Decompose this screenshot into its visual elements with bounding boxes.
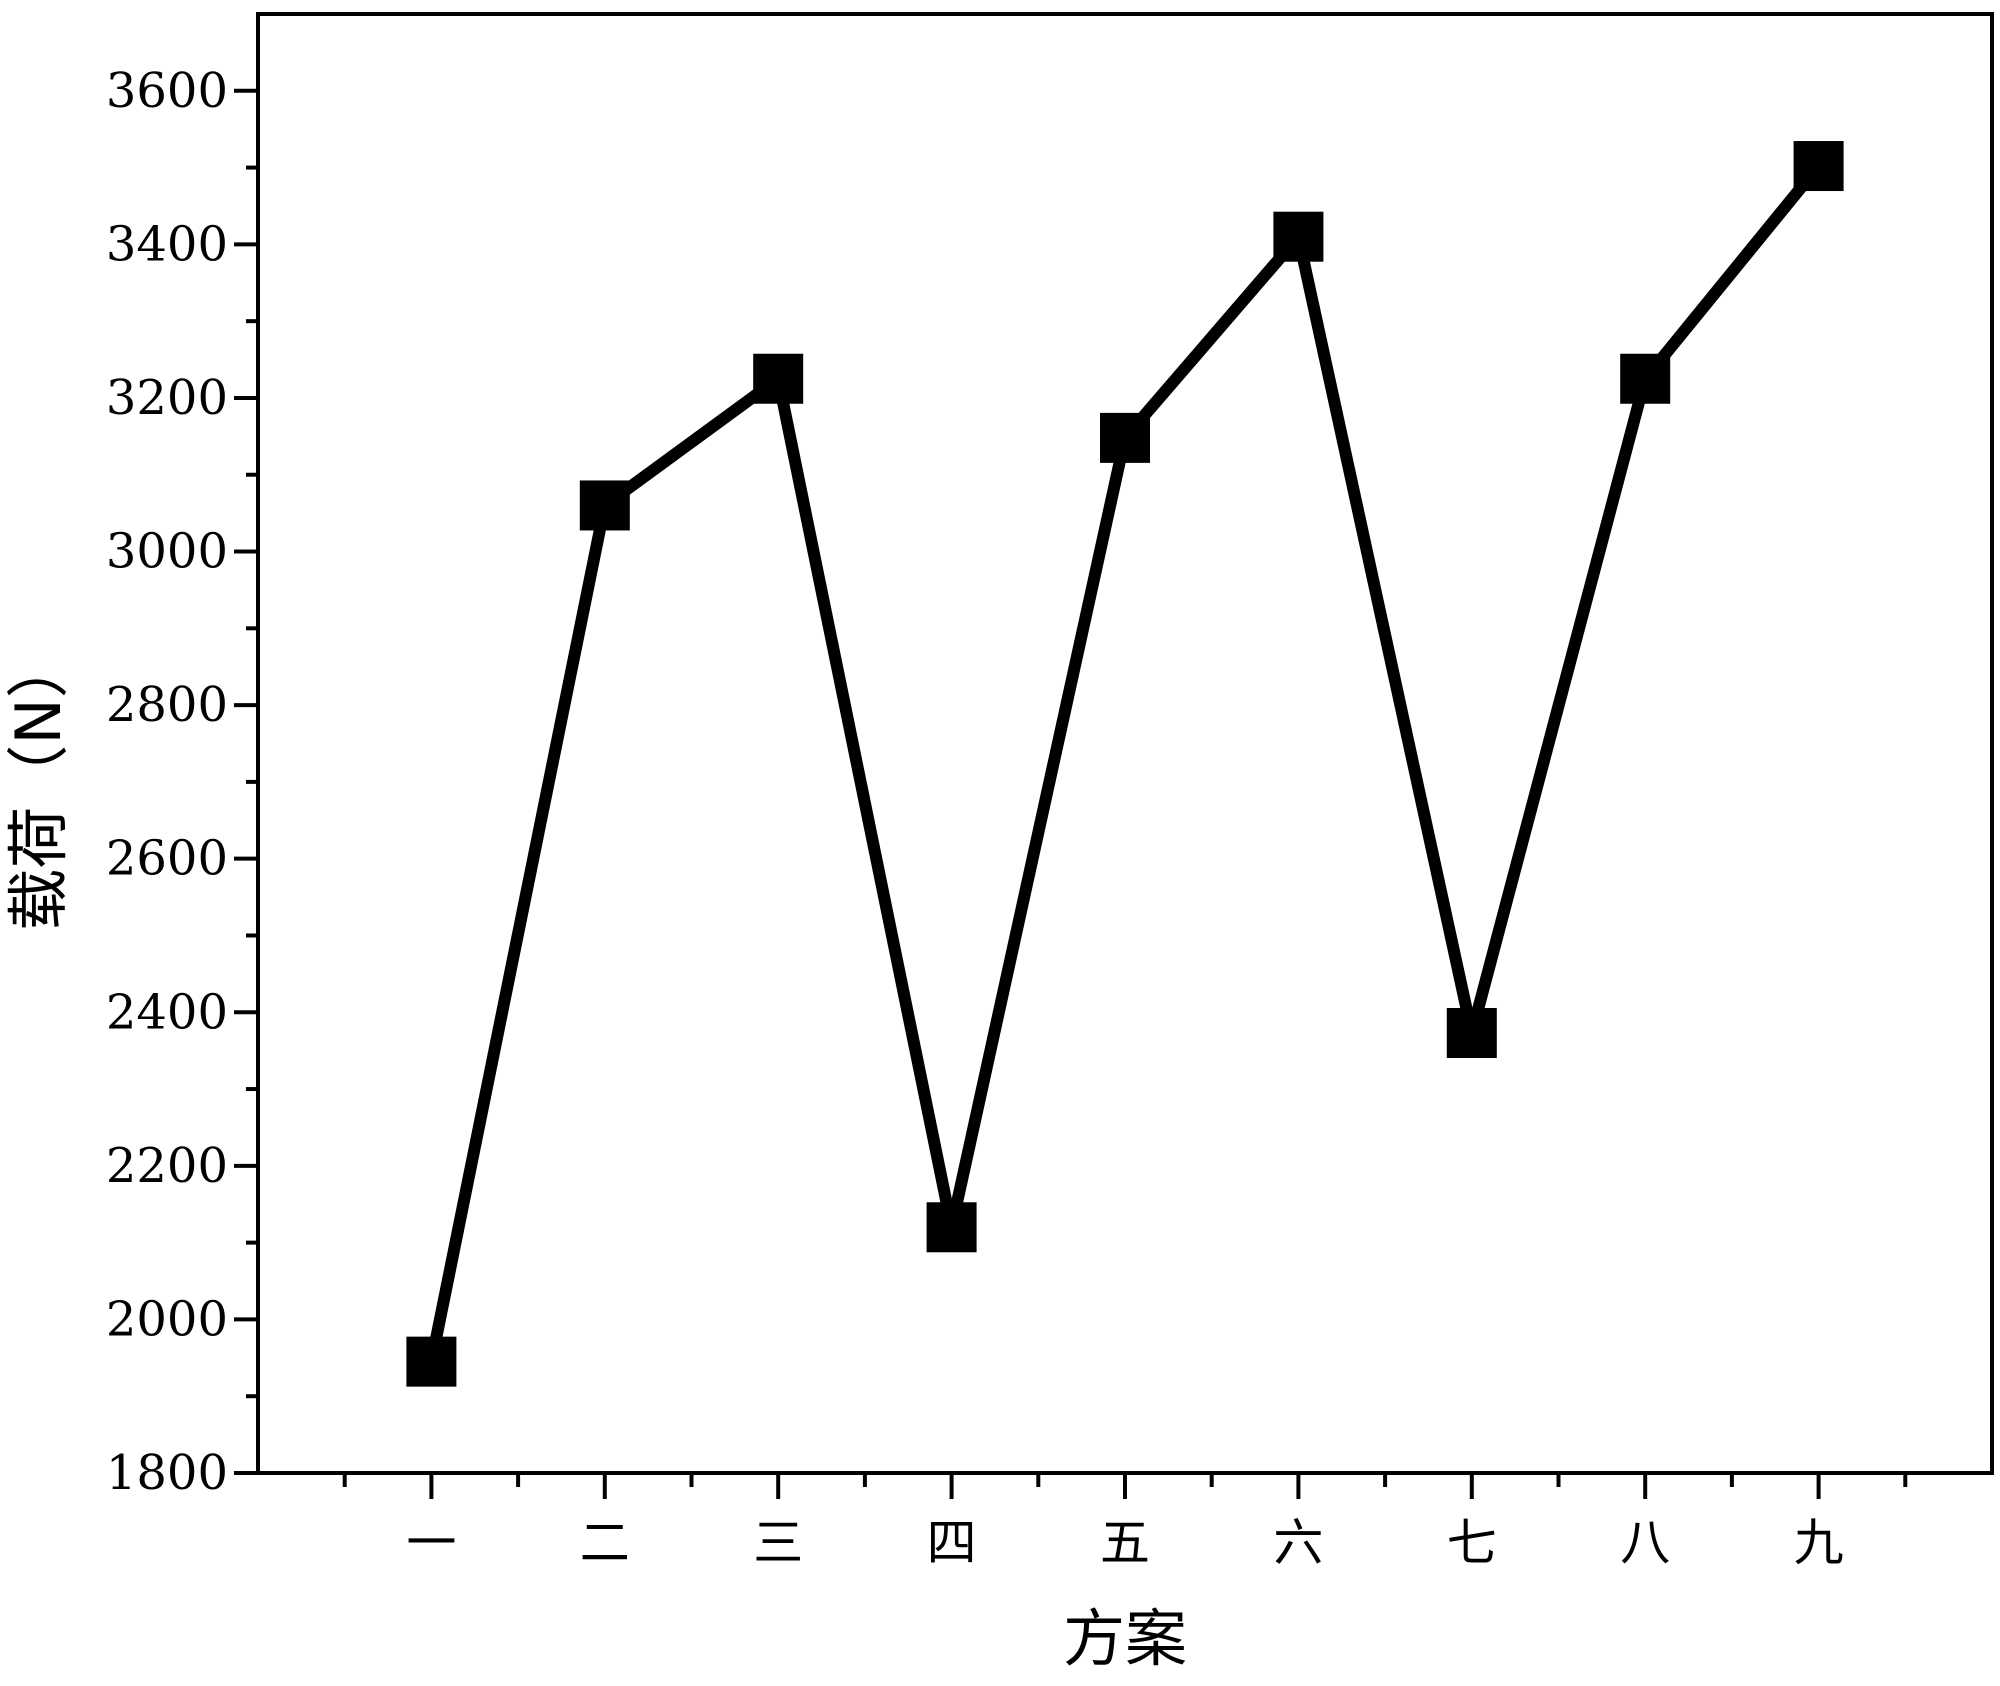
data-point-marker: [1273, 211, 1324, 262]
y-tick-label: 3400: [106, 216, 228, 272]
y-tick-label: 2400: [106, 984, 228, 1040]
data-point-marker: [1793, 141, 1844, 192]
x-axis: 一二三四五六七八九: [342, 1473, 1908, 1572]
data-point-marker: [753, 353, 804, 404]
x-tick-label: 三: [753, 1514, 803, 1572]
x-tick-label: 一: [406, 1514, 456, 1572]
data-point-marker: [1100, 412, 1150, 463]
x-tick-label: 九: [1794, 1514, 1844, 1572]
x-tick-label: 七: [1447, 1514, 1497, 1572]
data-point-marker: [1446, 1007, 1497, 1058]
data-point-marker: [1620, 353, 1671, 404]
x-tick-label: 五: [1100, 1514, 1150, 1572]
plot-border: [256, 12, 1994, 1475]
plot-frame: [256, 12, 1994, 1475]
y-axis: 1800 2000 2200 2400 2600 2800 3000 3200 3400 3600: [106, 63, 258, 1501]
y-axis-title: 载荷（N）: [2, 636, 75, 930]
x-tick-label: 四: [927, 1514, 977, 1572]
data-point-marker: [926, 1202, 977, 1253]
y-tick-label: 2000: [106, 1291, 228, 1347]
series: [406, 141, 1844, 1387]
x-tick-label: 八: [1620, 1514, 1670, 1572]
y-tick-label: 2200: [106, 1138, 228, 1194]
x-tick-label: 二: [580, 1514, 630, 1572]
x-axis-title: 方案: [1063, 1602, 1187, 1675]
y-tick-label: 1800: [106, 1445, 228, 1501]
data-point-marker: [579, 480, 630, 531]
y-tick-label: 3000: [106, 524, 228, 580]
y-tick-label: 3200: [106, 370, 228, 426]
y-tick-label: 2600: [106, 831, 228, 887]
y-tick-label: 2800: [106, 677, 228, 733]
series-line: [425, 162, 1824, 1363]
y-tick-label: 3600: [106, 63, 228, 119]
data-point-marker: [406, 1336, 457, 1387]
x-tick-label: 六: [1273, 1514, 1323, 1572]
